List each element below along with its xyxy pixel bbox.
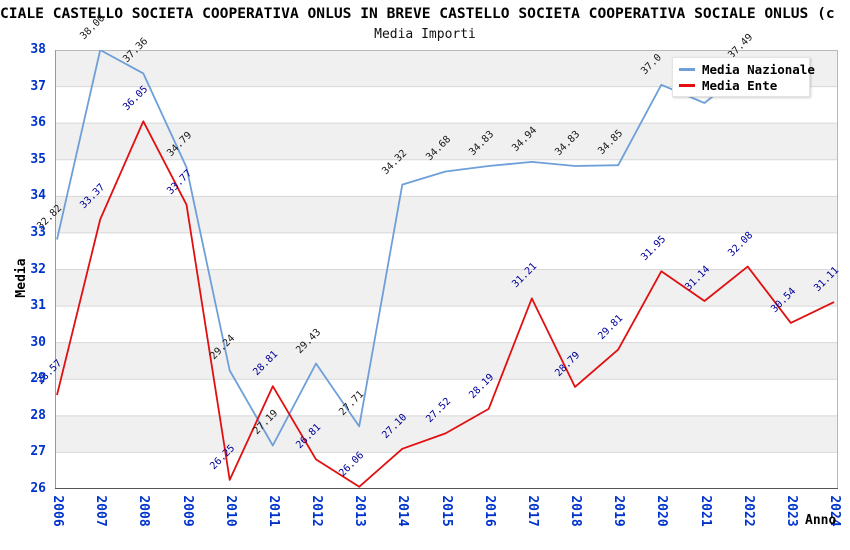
band-row — [55, 269, 838, 307]
chart-canvas — [55, 50, 838, 489]
x-tick-label: 2009 — [179, 495, 195, 527]
band-row — [55, 232, 838, 270]
y-tick-label: 30 — [30, 334, 46, 350]
y-axis-title: Media — [14, 258, 29, 298]
x-tick-label: 2019 — [611, 495, 627, 527]
x-tick-label: 2012 — [309, 495, 324, 527]
y-tick-label: 26 — [30, 481, 46, 496]
x-tick-label: 2013 — [352, 495, 368, 527]
x-tick-label: 2021 — [697, 495, 713, 527]
x-tick-label: 2010 — [222, 495, 238, 527]
y-tick-label: 36 — [30, 115, 46, 131]
x-tick-label: 2020 — [654, 495, 670, 527]
x-tick-label: 2014 — [395, 495, 411, 527]
x-tick-label: 2017 — [524, 495, 540, 527]
y-tick-label: 31 — [30, 298, 46, 314]
y-tick-label: 27 — [30, 444, 46, 460]
legend-label-nazionale: Media Nazionale — [702, 61, 815, 77]
band-row — [55, 379, 838, 416]
y-tick-label: 38 — [30, 42, 46, 57]
y-tick-label: 29 — [30, 371, 46, 387]
chart-title: CIALE CASTELLO SOCIETA COOPERATIVA ONLUS… — [0, 5, 835, 22]
x-tick-label: 2023 — [783, 495, 799, 527]
band-row — [55, 452, 838, 489]
y-tick-label: 33 — [30, 224, 46, 240]
y-tick-label: 37 — [30, 78, 46, 94]
legend-row-nazionale: Media Nazionale — [677, 61, 815, 77]
legend-row-ente: Media Ente — [677, 77, 805, 93]
band-row — [55, 342, 838, 380]
x-axis-title: Anno — [805, 513, 837, 528]
y-tick-label: 32 — [30, 261, 46, 277]
media-nazionale-line — [56, 50, 749, 447]
x-tick-label: 2008 — [136, 495, 152, 527]
band-row — [55, 123, 838, 160]
plot-area: 32.82 38.00 37.36 34.79 29.24 27.19 29.43 27.71… — [35, 13, 841, 489]
band-row — [55, 306, 838, 343]
y-tick-label: 35 — [30, 151, 46, 167]
x-tick-label: 2018 — [568, 495, 583, 527]
y-tick-label: 28 — [30, 407, 46, 423]
x-tick-label: 2006 — [50, 495, 65, 527]
media-nazionale-line-swatch — [679, 67, 695, 71]
x-tick-label: 2016 — [481, 495, 497, 527]
x-tick-label: 2007 — [93, 495, 109, 527]
x-tick-label: 2015 — [438, 495, 454, 527]
x-tick-label: 2011 — [265, 495, 281, 527]
media-ente-line-swatch — [679, 83, 695, 87]
band-row — [55, 196, 838, 233]
legend: Media Nazionale Media Ente — [672, 57, 815, 97]
legend-label-ente: Media Ente — [702, 77, 778, 93]
x-tick-label: 2022 — [740, 495, 756, 527]
y-tick-label: 34 — [30, 188, 46, 204]
band-row — [55, 415, 838, 453]
chart-subtitle: Media Importi — [374, 27, 476, 42]
media-ente-line — [56, 120, 835, 488]
